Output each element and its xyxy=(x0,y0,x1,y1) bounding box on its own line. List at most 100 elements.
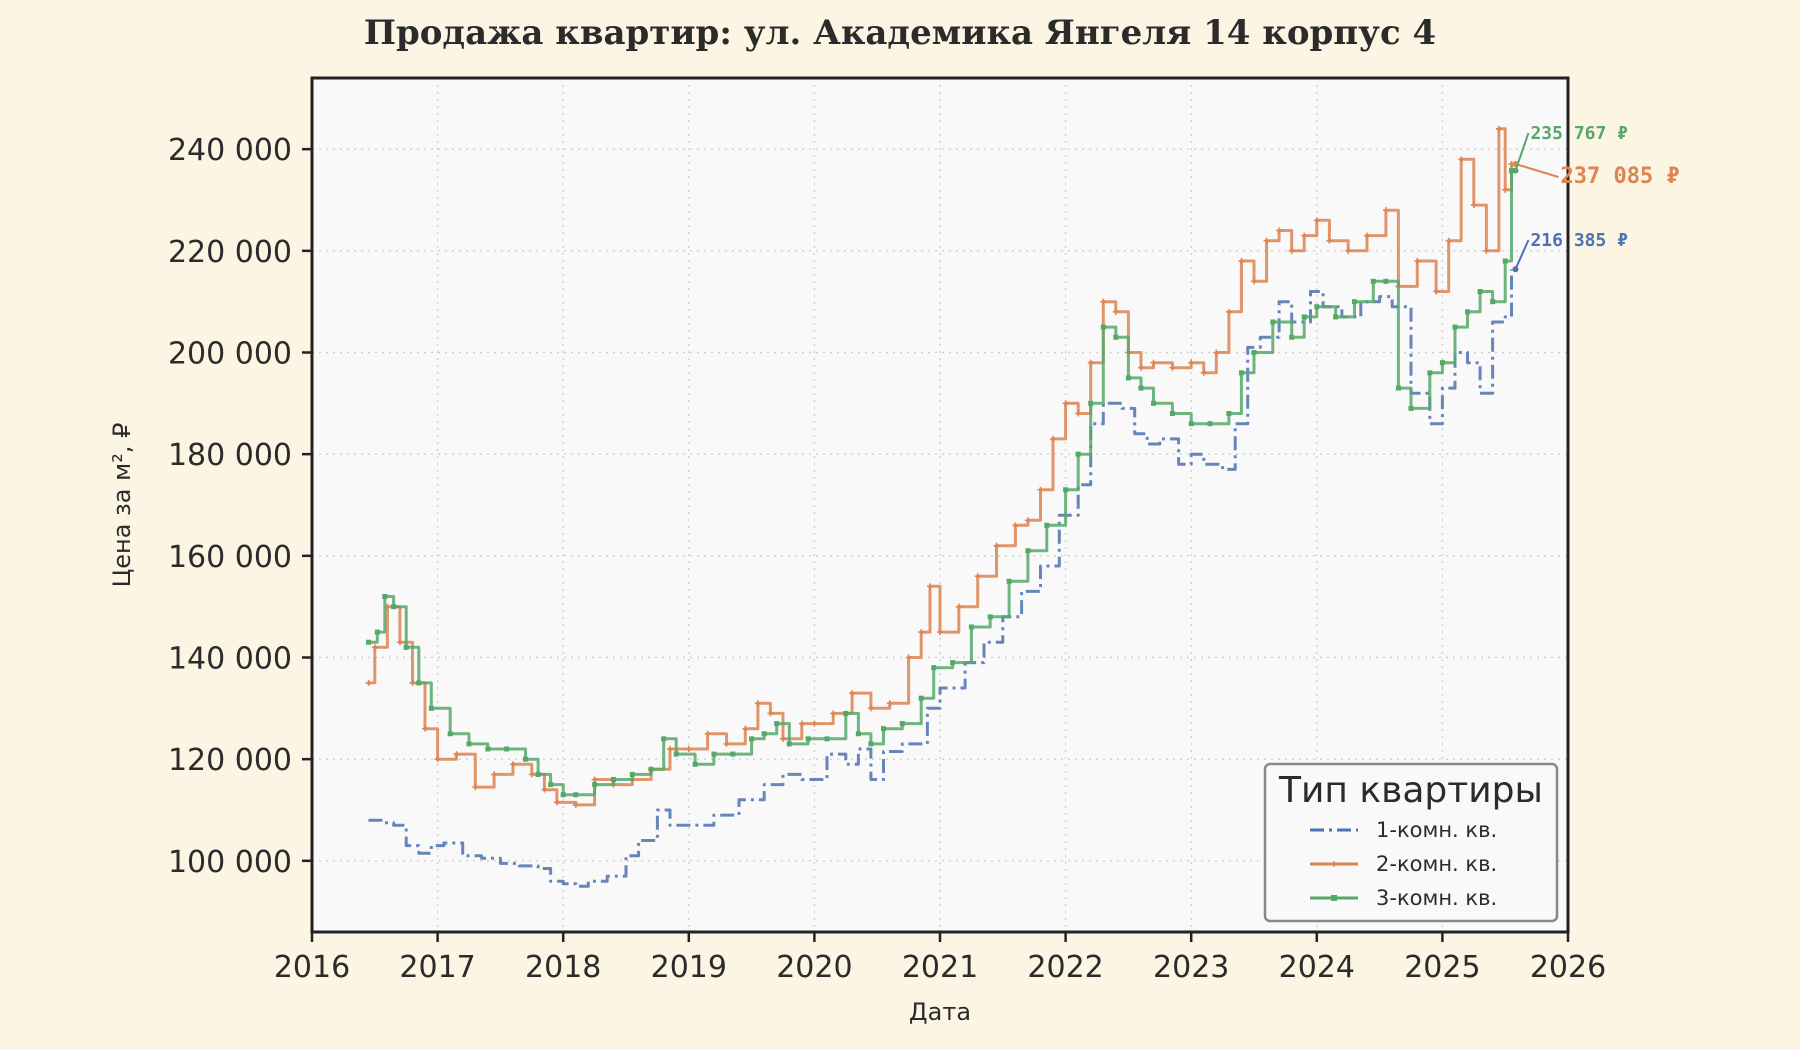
data-point xyxy=(447,731,453,737)
data-point xyxy=(1382,207,1389,214)
data-point xyxy=(1445,237,1452,244)
data-point xyxy=(786,741,792,747)
data-point xyxy=(987,614,993,620)
data-point xyxy=(685,746,692,752)
data-point xyxy=(371,644,378,651)
data-point xyxy=(1025,548,1031,554)
data-point xyxy=(1150,359,1157,366)
data-point xyxy=(1470,202,1477,209)
data-point xyxy=(374,629,380,635)
data-point xyxy=(572,801,579,808)
data-point xyxy=(931,665,937,671)
annotation-arrowhead xyxy=(1512,167,1519,174)
data-point xyxy=(843,710,849,716)
data-point xyxy=(661,736,667,742)
data-point xyxy=(592,782,598,788)
data-point xyxy=(1289,334,1295,340)
annotation-arrow xyxy=(1514,239,1530,270)
x-tick-label: 2025 xyxy=(1404,950,1480,985)
data-point xyxy=(1427,370,1433,376)
data-point xyxy=(1138,385,1144,391)
data-point xyxy=(1006,578,1012,584)
data-point xyxy=(880,726,886,732)
y-axis-label: Цена за м², ₽ xyxy=(108,423,136,588)
data-point xyxy=(1502,258,1508,264)
data-point xyxy=(1414,258,1421,264)
data-point xyxy=(1225,308,1232,315)
data-point xyxy=(867,705,874,712)
data-point xyxy=(1188,421,1194,427)
data-point xyxy=(523,756,529,762)
annotation-arrowhead xyxy=(1512,266,1519,273)
series-3 xyxy=(366,168,1514,798)
x-tick-label: 2020 xyxy=(776,950,852,985)
data-point xyxy=(1087,359,1094,366)
annotation-arrow xyxy=(1515,163,1559,178)
annotation-arrow xyxy=(1514,132,1530,172)
data-point xyxy=(937,629,943,636)
data-point xyxy=(666,746,673,752)
data-point xyxy=(396,639,403,646)
x-tick-label: 2026 xyxy=(1530,950,1606,985)
data-point xyxy=(1383,278,1389,284)
legend: Тип квартиры 1-комн. кв. 2-комн. кв. 3-ком… xyxy=(1263,762,1559,923)
x-tick-label: 2024 xyxy=(1279,950,1355,985)
data-point xyxy=(1024,517,1031,524)
data-point xyxy=(1502,186,1509,193)
data-point xyxy=(428,705,434,711)
data-point xyxy=(403,644,409,650)
data-point xyxy=(830,710,837,717)
data-point xyxy=(1452,324,1458,330)
data-point xyxy=(1188,359,1195,366)
data-point xyxy=(391,604,397,610)
data-point xyxy=(491,771,498,778)
data-point xyxy=(1100,298,1107,305)
data-point xyxy=(1465,309,1471,315)
legend-label: 3-комн. кв. xyxy=(1376,886,1497,910)
x-tick-label: 2018 xyxy=(525,950,601,985)
data-point xyxy=(541,786,548,793)
data-point xyxy=(974,573,981,580)
x-tick-label: 2021 xyxy=(902,950,978,985)
data-point xyxy=(899,721,905,727)
data-point xyxy=(1490,299,1496,305)
data-point xyxy=(798,720,805,727)
data-point xyxy=(811,720,818,727)
data-point xyxy=(1207,421,1213,427)
y-tick-label: 120 000 xyxy=(168,743,292,778)
y-tick-label: 240 000 xyxy=(168,133,292,168)
data-point xyxy=(416,680,422,686)
data-point xyxy=(1200,369,1207,376)
data-point xyxy=(573,792,579,798)
data-point xyxy=(1112,308,1119,315)
data-point xyxy=(365,679,372,686)
series-2 xyxy=(365,125,1515,808)
annotation-label: 235 767 ₽ xyxy=(1530,123,1628,144)
data-point xyxy=(1458,156,1465,163)
y-tick-label: 100 000 xyxy=(168,845,292,880)
data-point xyxy=(968,624,974,630)
series-1 xyxy=(368,269,1513,888)
data-point xyxy=(1345,247,1352,254)
data-point xyxy=(993,542,1000,549)
data-point xyxy=(1313,217,1320,224)
data-point xyxy=(1395,385,1401,391)
legend-title: Тип квартиры xyxy=(1278,770,1543,811)
annotations: 216 385 ₽ 237 085 ₽ 235 767 ₽ xyxy=(1512,123,1680,273)
data-point xyxy=(1288,247,1295,254)
data-point xyxy=(1301,232,1308,239)
data-point xyxy=(780,735,786,742)
data-point xyxy=(1364,232,1371,239)
data-point xyxy=(1075,451,1081,457)
data-point xyxy=(955,603,962,610)
data-point xyxy=(767,710,774,717)
x-axis: 2016 2017 2018 2019 2020 2021 2022 2023 2024 2025… xyxy=(274,932,1606,985)
data-point xyxy=(749,736,755,742)
data-point xyxy=(692,761,698,767)
data-point xyxy=(950,660,956,666)
data-point xyxy=(591,776,598,783)
data-point xyxy=(1370,278,1376,284)
data-point xyxy=(1301,314,1307,320)
data-point xyxy=(918,695,924,701)
data-point xyxy=(1495,125,1502,132)
